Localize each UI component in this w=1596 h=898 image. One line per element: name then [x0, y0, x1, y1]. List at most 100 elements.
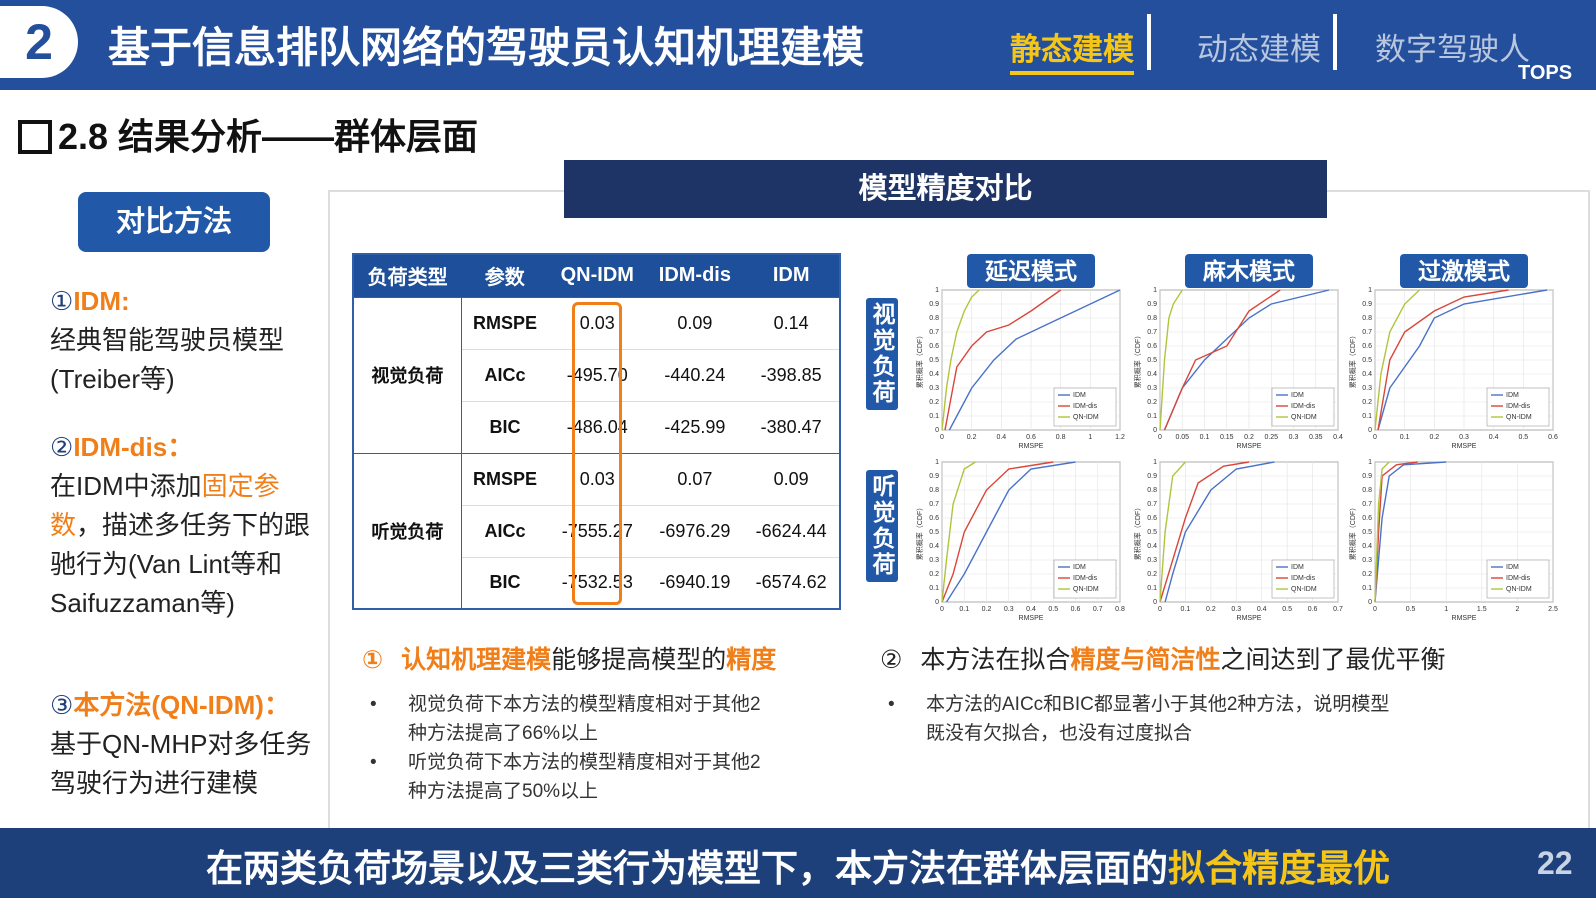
y-tick-label: 0.4: [1147, 543, 1157, 550]
legend-label: IDM-dis: [1291, 575, 1316, 582]
x-axis-label: RMSPE: [1237, 615, 1262, 622]
cdf-curve: [1163, 289, 1281, 431]
y-tick-label: 0.9: [929, 473, 939, 480]
y-tick-label: 0.9: [1147, 301, 1157, 308]
emphasis-text: 精度: [726, 646, 777, 674]
y-tick-label: 0.4: [1362, 543, 1372, 550]
param-cell: AICc: [461, 348, 549, 401]
text: 能够提高模型的: [551, 646, 727, 674]
x-axis-label: RMSPE: [1019, 615, 1044, 622]
x-tick-label: 0.2: [1244, 434, 1254, 441]
x-tick-label: 0.5: [1282, 606, 1292, 613]
y-tick-label: 1: [935, 287, 939, 294]
tab-separator: [1147, 14, 1151, 70]
method-button[interactable]: 对比方法: [78, 192, 270, 252]
x-tick-label: 0.25: [1264, 434, 1278, 441]
y-tick-label: 0.6: [1147, 343, 1157, 350]
bullet-list: 本方法的AICc和BIC都显著小于其他2种方法，说明模型既没有欠拟合，也没有过度…: [880, 690, 1400, 748]
y-tick-label: 0.3: [1147, 557, 1157, 564]
bullet: 听觉负荷下本方法的模型精度相对于其他2种方法提高了50%以上: [362, 748, 762, 806]
emphasis-text: 精度与简洁性: [1070, 646, 1221, 674]
legend-label: IDM: [1073, 564, 1086, 571]
nav-tab[interactable]: 动态建模: [1197, 32, 1321, 67]
column-header: 负荷类型: [353, 254, 462, 297]
y-tick-label: 0.2: [1362, 571, 1372, 578]
nav-tab[interactable]: 数字驾驶人: [1375, 32, 1530, 67]
header-title: 基于信息排队网络的驾驶员认知机理建模: [108, 24, 865, 71]
y-tick-label: 0.5: [1362, 357, 1372, 364]
value-cell: 0.09: [646, 296, 744, 349]
x-tick-label: 0.6: [1548, 434, 1558, 441]
x-tick-label: 0.4: [1489, 434, 1499, 441]
legend-label: IDM-dis: [1073, 403, 1098, 410]
table-row: AICc -495.70 -440.24 -398.85: [353, 348, 840, 401]
x-tick-label: 0: [1158, 434, 1162, 441]
table-row: BIC -7532.53 -6940.19 -6574.62: [353, 556, 840, 609]
y-tick-label: 0.8: [929, 487, 939, 494]
x-tick-label: 0.5: [1518, 434, 1528, 441]
x-tick-label: 0.1: [1200, 434, 1210, 441]
footer-highlight: 拟合精度最优: [1168, 848, 1390, 889]
cdf-curve: [941, 461, 1054, 603]
x-tick-label: 1: [1088, 434, 1092, 441]
item-marker: ①: [50, 286, 74, 316]
item-label: IDM:: [73, 286, 130, 316]
bullet-list: 视觉负荷下本方法的模型精度相对于其他2种方法提高了66%以上听觉负荷下本方法的模…: [362, 690, 762, 806]
y-tick-label: 0.7: [1362, 501, 1372, 508]
x-tick-label: 0.35: [1309, 434, 1323, 441]
y-tick-label: 0.2: [929, 571, 939, 578]
y-tick-label: 0.3: [1362, 557, 1372, 564]
plot-column-header: 麻木模式: [1185, 254, 1313, 288]
param-cell: AICc: [461, 504, 549, 557]
x-tick-label: 0.2: [1429, 434, 1439, 441]
value-cell: -7555.27: [548, 504, 647, 557]
finding-marker: ①: [362, 646, 384, 674]
x-tick-label: 0: [940, 606, 944, 613]
y-tick-label: 0.5: [929, 529, 939, 536]
text: 在IDM中添加: [50, 471, 202, 501]
x-tick-label: 0.4: [996, 434, 1006, 441]
value-cell: -486.04: [548, 400, 647, 453]
cdf-curve: [1377, 289, 1509, 431]
x-tick-label: 0.6: [1071, 606, 1081, 613]
y-axis-label: 累积概率（CDF）: [915, 332, 924, 388]
header-row: 负荷类型 参数 QN-IDM IDM-dis IDM: [353, 254, 840, 297]
x-tick-label: 0.15: [1220, 434, 1234, 441]
plot-row-header: 视觉负荷: [866, 298, 898, 410]
column-header: IDM: [743, 254, 840, 297]
x-tick-label: 0.4: [1333, 434, 1343, 441]
value-cell: -6624.44: [743, 504, 840, 557]
value-cell: -6574.62: [743, 556, 840, 609]
value-cell: -440.24: [646, 348, 744, 401]
method-item: ①IDM: 经典智能驾驶员模型(Treiber等): [50, 282, 322, 399]
nav-tab[interactable]: 静态建模: [1010, 24, 1134, 75]
y-tick-label: 0.7: [1362, 329, 1372, 336]
y-tick-label: 0: [935, 599, 939, 606]
y-tick-label: 0.6: [929, 515, 939, 522]
param-cell: RMSPE: [461, 452, 549, 505]
header-bar: [0, 0, 1596, 90]
x-tick-label: 0.2: [1206, 606, 1216, 613]
y-tick-label: 0: [1368, 427, 1372, 434]
finding-title: ① 认知机理建模能够提高模型的精度: [362, 640, 776, 676]
y-axis-label: 累积概率（CDF）: [1348, 504, 1357, 560]
y-axis-label: 累积概率（CDF）: [1348, 332, 1357, 388]
y-tick-label: 0.7: [1147, 501, 1157, 508]
legend-label: IDM-dis: [1506, 403, 1531, 410]
x-tick-label: 2: [1515, 606, 1519, 613]
x-tick-label: 0: [1373, 606, 1377, 613]
item-label: IDM-dis：: [73, 432, 194, 462]
y-tick-label: 0.5: [1147, 357, 1157, 364]
text: ，描述多任务下的跟驰行为(Van Lint等和Saifuzzaman等): [50, 510, 311, 618]
y-tick-label: 0.3: [1362, 385, 1372, 392]
item-marker: ②: [50, 432, 74, 462]
footer-main: 在两类负荷场景以及三类行为模型下，本方法在群体层面的: [206, 848, 1168, 889]
emphasis-text: 固定参数: [50, 471, 280, 540]
legend-label: QN-IDM: [1506, 586, 1532, 593]
y-tick-label: 0.9: [929, 301, 939, 308]
x-tick-label: 0.4: [1026, 606, 1036, 613]
param-cell: BIC: [461, 556, 549, 609]
cdf-curve: [944, 289, 1062, 431]
x-tick-label: 0.2: [982, 606, 992, 613]
value-cell: 0.03: [548, 452, 647, 505]
